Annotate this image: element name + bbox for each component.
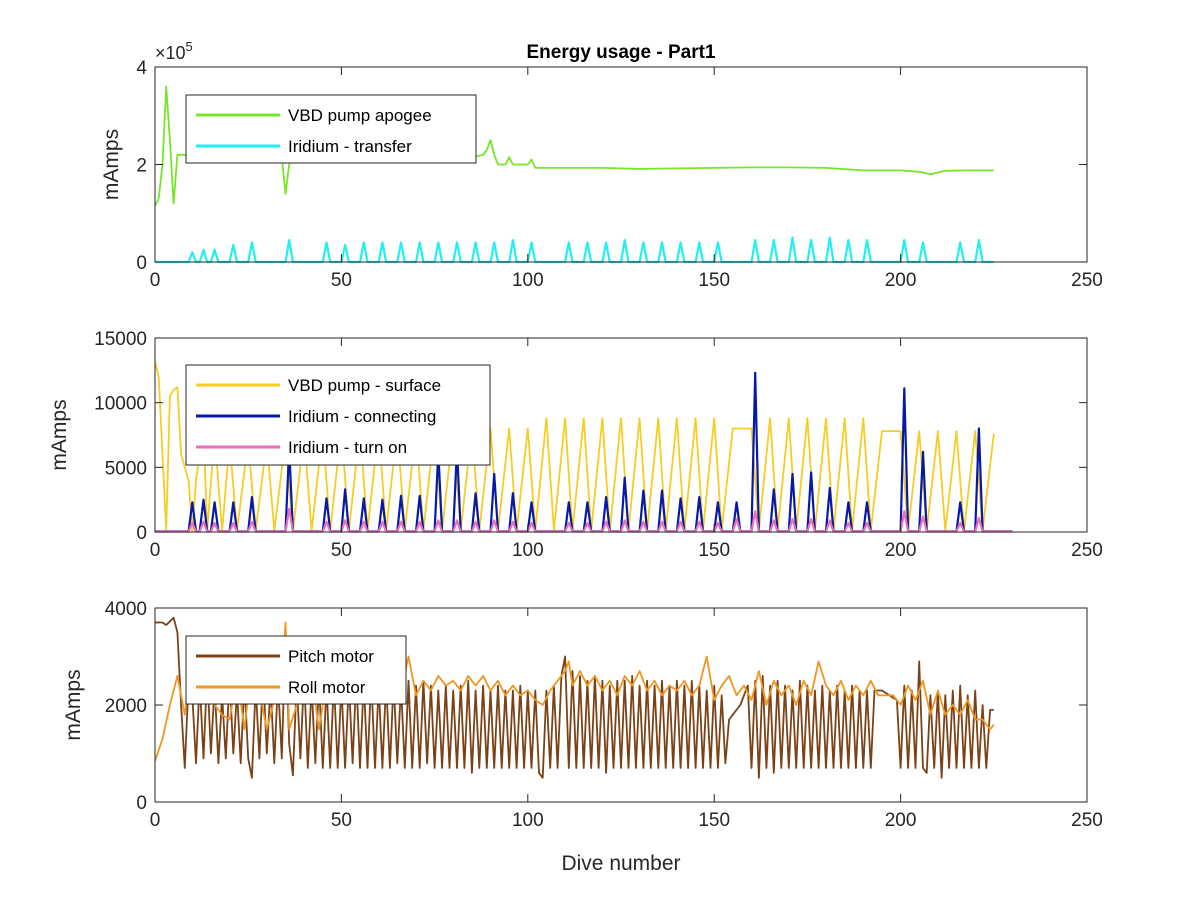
- legend-entry-label: VBD pump apogee: [288, 106, 432, 125]
- legend: Pitch motor Roll motor: [185, 635, 407, 705]
- series-line-iridium-connecting: [155, 371, 1013, 533]
- x-tick-label: 100: [512, 810, 544, 831]
- panel-2: 0 50 100 150 200 250 0 5000 10000 15000 mAmps VBD p…: [48, 329, 1103, 561]
- legend-entry-label: Roll motor: [288, 678, 366, 697]
- y-tick-label: 15000: [94, 329, 147, 350]
- x-tick-label: 250: [1071, 540, 1103, 561]
- x-tick-label: 0: [150, 540, 161, 561]
- x-tick-label: 50: [331, 810, 352, 831]
- x-tick-label: 0: [150, 810, 161, 831]
- panel-3: 0 50 100 150 200 250 0 2000 4000 mAmps Dive number…: [62, 599, 1103, 875]
- y-tick-label: 4000: [105, 599, 147, 620]
- y-axis-label: mAmps: [48, 399, 71, 470]
- x-tick-label: 100: [512, 270, 544, 291]
- x-tick-label: 250: [1071, 270, 1103, 291]
- y-axis-label: mAmps: [100, 129, 123, 200]
- y-tick-label: 0: [136, 523, 147, 544]
- y-exponent-label: ×105: [155, 39, 193, 63]
- y-tick-label: 4: [136, 58, 147, 79]
- x-axis-label: Dive number: [561, 852, 680, 875]
- legend: VBD pump - surface Iridium - connecting Ir…: [185, 364, 491, 466]
- x-tick-label: 150: [698, 540, 730, 561]
- legend-box: [185, 94, 477, 164]
- legend-entry-label: VBD pump - surface: [288, 376, 441, 395]
- legend-box: [185, 635, 407, 705]
- legend: VBD pump apogee Iridium - transfer: [185, 94, 477, 164]
- x-tick-label: 150: [698, 270, 730, 291]
- x-tick-label: 200: [885, 270, 917, 291]
- legend-entry-label: Iridium - connecting: [288, 407, 436, 426]
- x-tick-label: 200: [885, 540, 917, 561]
- y-tick-label: 2000: [105, 696, 147, 717]
- panel-1: 0 50 100 150 200 250 0 2 4 ×105 Energy usage - Par…: [100, 39, 1103, 291]
- x-tick-label: 250: [1071, 810, 1103, 831]
- x-tick-label: 0: [150, 270, 161, 291]
- x-tick-label: 100: [512, 540, 544, 561]
- series-line-iridium-turn-on: [155, 507, 1013, 533]
- series-group: [155, 361, 1013, 533]
- legend-entry-label: Iridium - transfer: [288, 137, 412, 156]
- legend-entry-label: Iridium - turn on: [288, 438, 407, 457]
- series-line-pitch-motor: [155, 616, 994, 779]
- series-line-roll-motor: [155, 621, 995, 762]
- y-tick-label: 0: [136, 253, 147, 274]
- y-tick-label: 5000: [105, 458, 147, 479]
- legend-entry-label: Pitch motor: [288, 647, 374, 666]
- x-tick-label: 150: [698, 810, 730, 831]
- x-tick-label: 200: [885, 810, 917, 831]
- series-group: [155, 616, 995, 779]
- y-tick-label: 2: [136, 156, 147, 177]
- y-axis-label: mAmps: [62, 669, 85, 740]
- y-tick-label: 10000: [94, 394, 147, 415]
- x-tick-label: 50: [331, 540, 352, 561]
- y-tick-label: 0: [136, 793, 147, 814]
- chart-title: Energy usage - Part1: [526, 42, 715, 63]
- axes-box: [154, 337, 1088, 533]
- x-tick-label: 50: [331, 270, 352, 291]
